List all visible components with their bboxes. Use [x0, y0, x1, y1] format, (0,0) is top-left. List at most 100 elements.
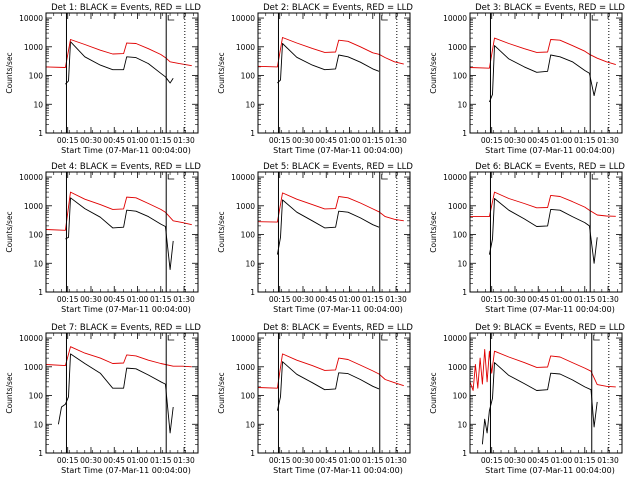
chart-panel-3: Det 3: BLACK = Events, RED = LLD Counts/s… [429, 3, 625, 155]
series-events-line [488, 198, 598, 264]
y-tick-label: 1 [250, 129, 255, 138]
y-tick-label: 10 [245, 420, 255, 429]
x-tick-label: 00:30 [80, 456, 102, 465]
x-axis-label: Start Time (07-Mar-11 00:04:00) [485, 466, 615, 475]
panel-title: Det 3: BLACK = Events, RED = LLD [475, 3, 625, 13]
plot-area [258, 333, 404, 453]
x-axis-label: Start Time (07-Mar-11 00:04:00) [485, 305, 615, 314]
plot-frame [469, 332, 623, 454]
x-axis-label: Start Time (07-Mar-11 00:04:00) [61, 146, 191, 155]
x-tick-label: 00:15 [481, 295, 503, 304]
chart-panel-6: Det 6: BLACK = Events, RED = LLD Counts/s… [429, 162, 625, 314]
x-tick-label: 00:45 [315, 456, 337, 465]
x-tick-label: 01:30 [597, 456, 619, 465]
chart-panel-5: Det 5: BLACK = Events, RED = LLD Counts/s… [217, 162, 413, 314]
x-tick-label: 01:15 [574, 456, 596, 465]
chart-panel-8: Det 8: BLACK = Events, RED = LLD Counts/s… [217, 323, 413, 475]
x-tick-label: 01:15 [574, 136, 596, 145]
chart-panel-7: Det 7: BLACK = Events, RED = LLD Counts/s… [5, 323, 201, 475]
marker-bracket [591, 15, 599, 21]
marker-bracket [381, 174, 388, 180]
x-tick-label: 01:15 [362, 456, 384, 465]
x-tick-label: 01:30 [597, 136, 619, 145]
y-tick-label: 10000 [19, 334, 43, 343]
x-axis-label: Start Time (07-Mar-11 00:04:00) [273, 146, 403, 155]
marker-bracket [591, 174, 599, 180]
y-tick-label: 1 [462, 288, 467, 297]
plot-frame [469, 171, 623, 293]
x-tick-label: 01:30 [385, 456, 407, 465]
x-tick-label: 01:00 [551, 456, 573, 465]
y-axis-label: Counts/sec [5, 372, 14, 413]
x-tick-label: 00:15 [57, 136, 79, 145]
x-tick-label: 00:45 [527, 136, 549, 145]
x-tick-label: 00:45 [527, 456, 549, 465]
x-tick-label: 01:00 [551, 295, 573, 304]
y-tick-label: 10 [245, 100, 255, 109]
series-lld-line [258, 192, 404, 223]
y-axis-label: Counts/sec [5, 52, 14, 93]
x-tick-label: 00:45 [315, 136, 337, 145]
y-axis-label: Counts/sec [217, 52, 226, 93]
y-tick-label: 100 [29, 231, 44, 240]
series-events-line [481, 362, 598, 445]
x-tick-label: 01:15 [574, 295, 596, 304]
x-tick-label: 01:30 [173, 295, 195, 304]
y-tick-label: 1000 [236, 43, 255, 52]
plot-area [470, 333, 616, 453]
plot-frame [257, 12, 411, 134]
y-tick-label: 1 [38, 449, 43, 458]
panel-title: Det 1: BLACK = Events, RED = LLD [51, 3, 201, 13]
x-tick-label: 00:30 [80, 295, 102, 304]
x-tick-label: 01:15 [150, 136, 172, 145]
x-tick-label: 01:00 [127, 136, 149, 145]
plot-area [46, 172, 192, 292]
panel-title: Det 4: BLACK = Events, RED = LLD [51, 162, 201, 172]
panel-title: Det 7: BLACK = Events, RED = LLD [51, 323, 201, 333]
x-tick-label: 00:15 [57, 456, 79, 465]
y-axis-label: Counts/sec [5, 211, 14, 252]
plot-frame [257, 332, 411, 454]
x-axis-label: Start Time (07-Mar-11 00:04:00) [61, 305, 191, 314]
plot-area [470, 13, 616, 133]
x-tick-label: 01:30 [385, 295, 407, 304]
x-tick-label: 01:30 [597, 295, 619, 304]
x-tick-label: 00:15 [57, 295, 79, 304]
x-tick-label: 00:30 [292, 136, 314, 145]
panel-title: Det 2: BLACK = Events, RED = LLD [263, 3, 413, 13]
panel-title: Det 8: BLACK = Events, RED = LLD [263, 323, 413, 333]
y-tick-label: 10000 [443, 334, 467, 343]
y-tick-label: 1 [38, 129, 43, 138]
x-tick-label: 00:15 [481, 456, 503, 465]
x-tick-label: 00:15 [481, 136, 503, 145]
marker-bracket [167, 335, 175, 341]
marker-bracket [167, 174, 175, 180]
y-tick-label: 1 [250, 288, 255, 297]
series-events-line [488, 45, 598, 103]
series-events-line [276, 199, 380, 255]
y-tick-label: 1000 [236, 363, 255, 372]
y-axis-label: Counts/sec [217, 372, 226, 413]
chart-panel-4: Det 4: BLACK = Events, RED = LLD Counts/s… [5, 162, 201, 314]
plot-area [46, 333, 192, 453]
y-tick-label: 10000 [19, 14, 43, 23]
panel-title: Det 5: BLACK = Events, RED = LLD [263, 162, 413, 172]
series-lld-line [470, 349, 616, 391]
y-tick-label: 10000 [443, 14, 467, 23]
series-events-line [57, 353, 174, 434]
y-tick-label: 100 [29, 392, 44, 401]
series-lld-line [470, 37, 616, 69]
x-tick-label: 00:30 [80, 136, 102, 145]
y-tick-label: 10 [457, 259, 467, 268]
marker-bracket [593, 335, 600, 341]
y-tick-label: 10000 [231, 173, 255, 182]
series-lld-line [46, 346, 192, 368]
marker-bracket [167, 15, 175, 21]
y-tick-label: 10000 [231, 14, 255, 23]
x-tick-label: 01:15 [150, 456, 172, 465]
y-tick-label: 10 [457, 100, 467, 109]
x-tick-label: 00:30 [504, 295, 526, 304]
chart-panel-1: Det 1: BLACK = Events, RED = LLD Counts/s… [5, 3, 201, 155]
series-lld-line [470, 191, 616, 218]
x-tick-label: 00:15 [269, 295, 291, 304]
